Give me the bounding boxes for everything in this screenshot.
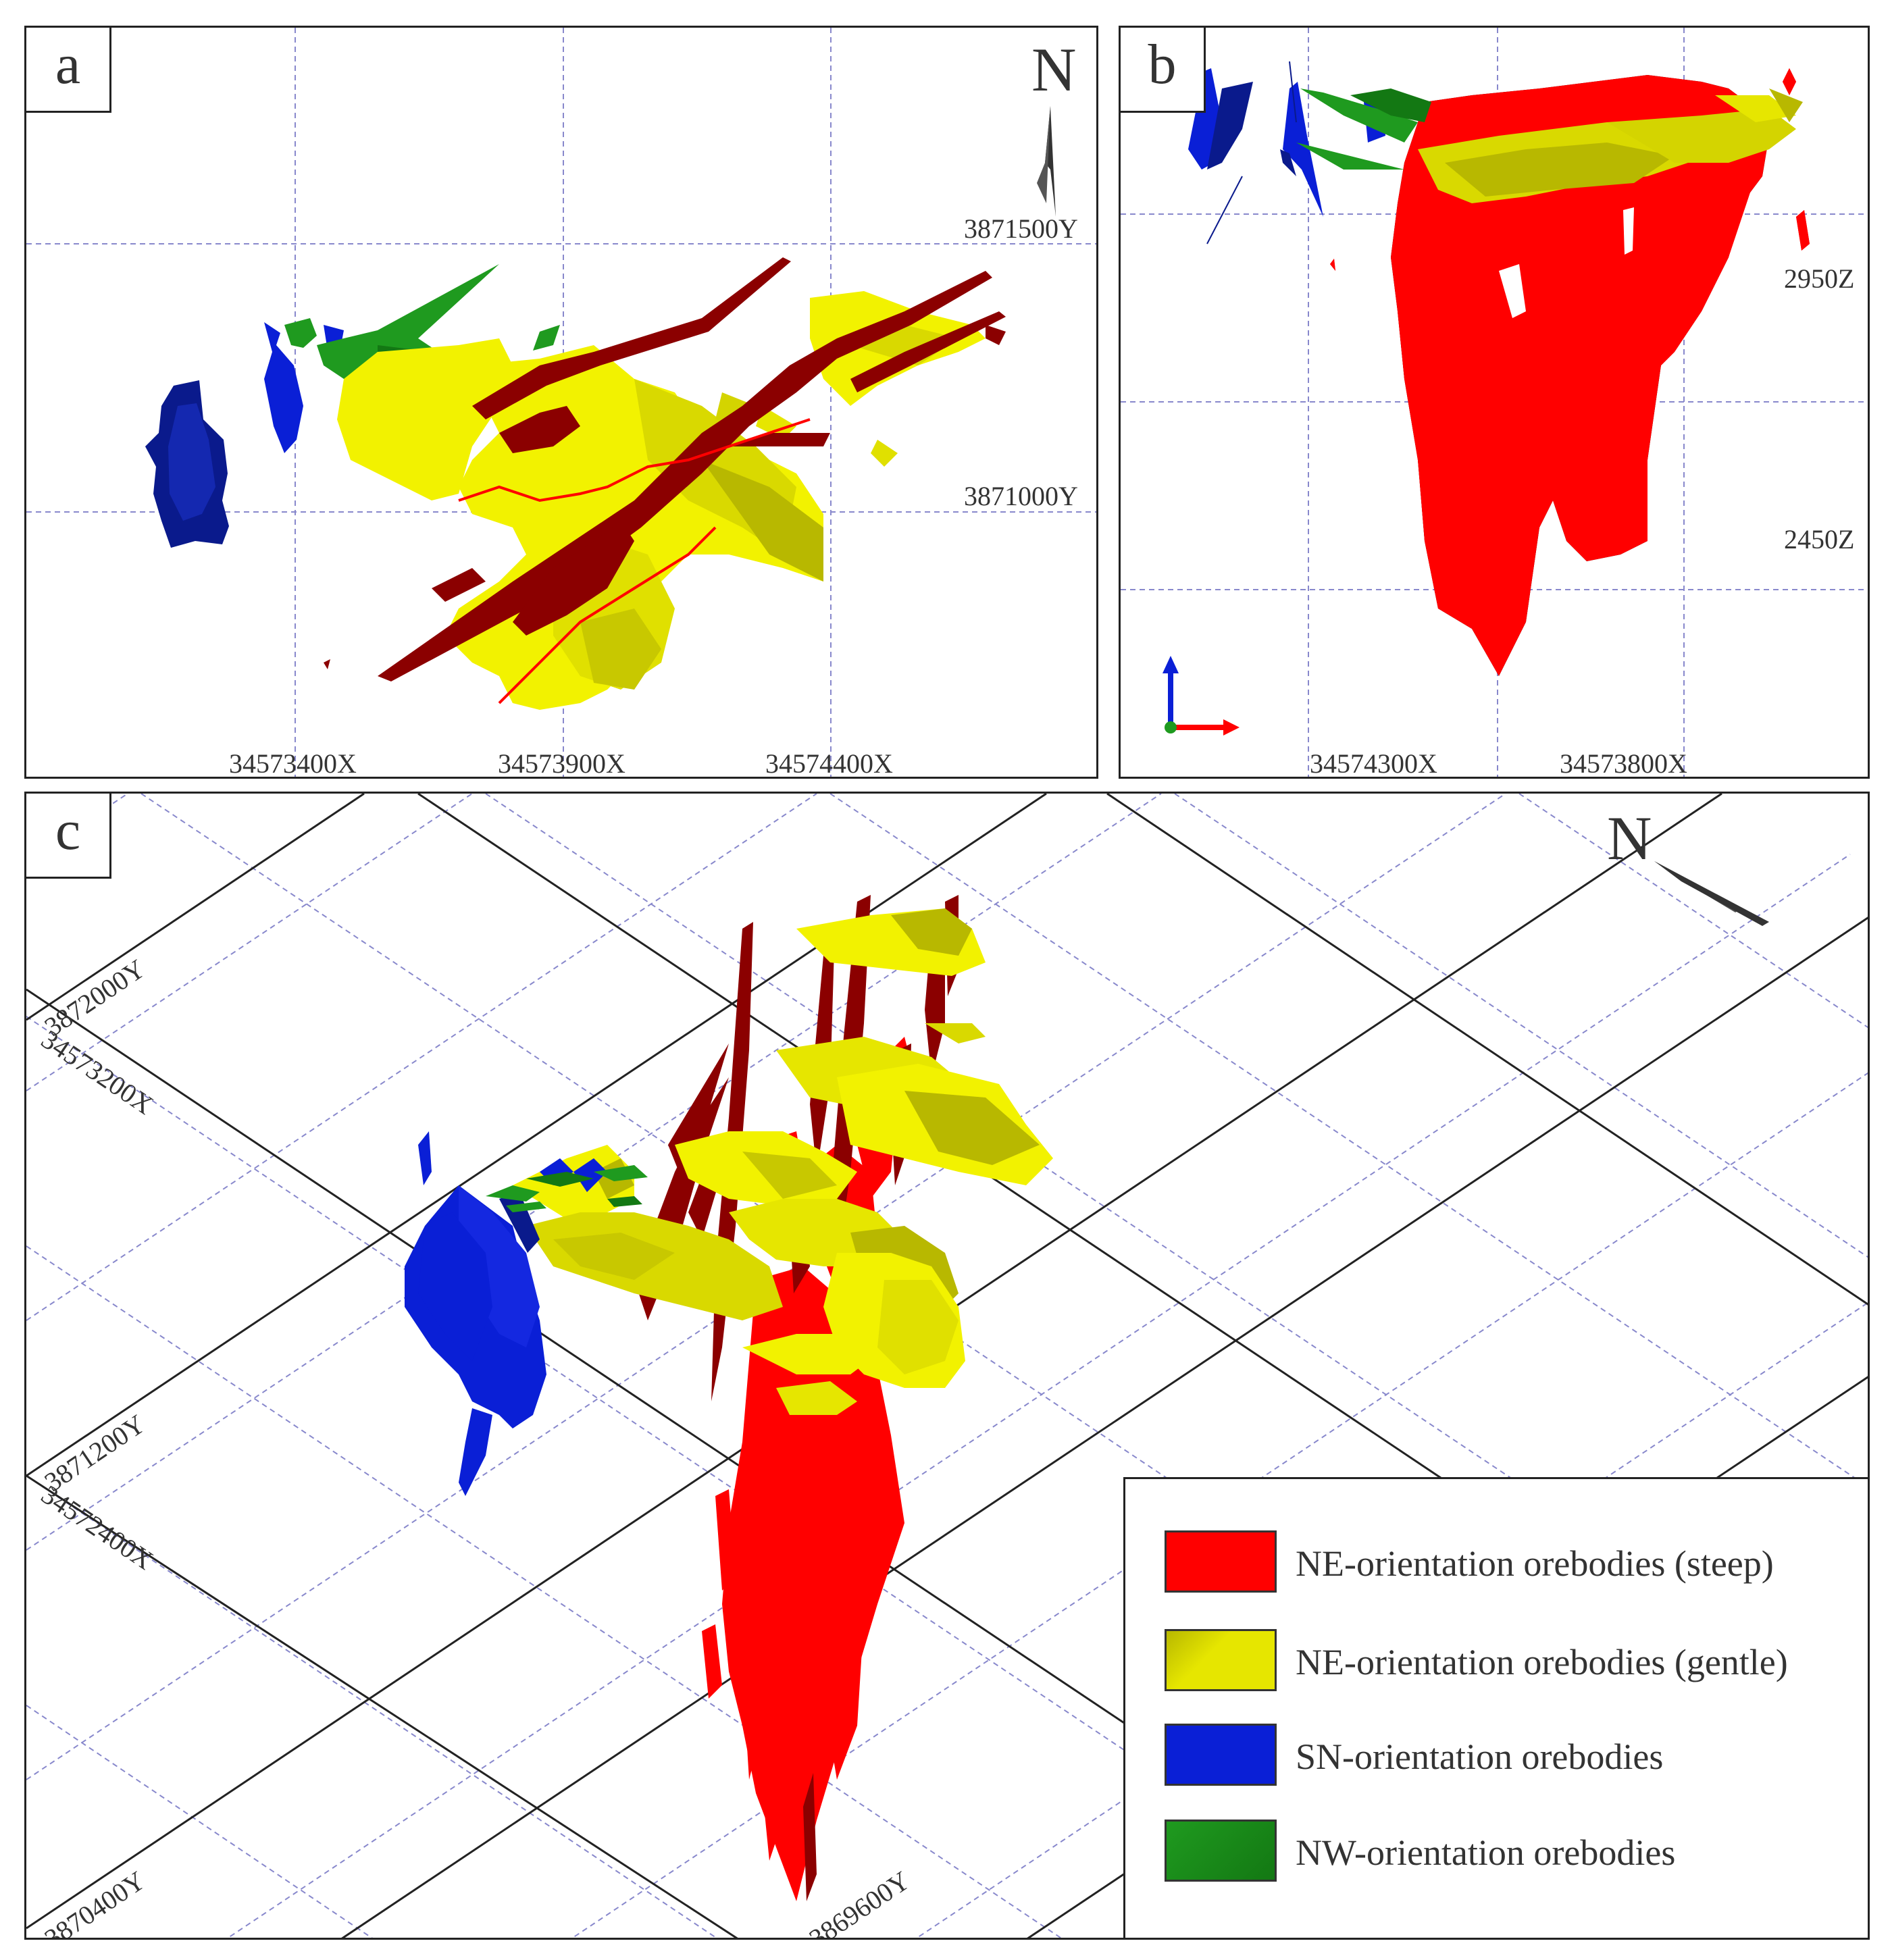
panel-c-sn-orebodies <box>405 1131 607 1496</box>
legend-item-gentle: NE-orientation orebodies (gentle) <box>1125 1629 1868 1697</box>
panel-c-gentle-orebodies <box>513 908 1053 1415</box>
panel-b-steep-orebodies-fill <box>1330 68 1810 676</box>
legend: NE-orientation orebodies (steep) NE-orie… <box>1123 1477 1868 1938</box>
legend-swatch-steep <box>1165 1530 1277 1593</box>
legend-swatch-gentle <box>1165 1629 1277 1691</box>
panel-b-figure <box>1121 28 1868 777</box>
panel-c-nw-orebodies <box>486 1165 648 1212</box>
north-label: N <box>1607 804 1652 873</box>
legend-label-sn: SN-orientation orebodies <box>1296 1736 1664 1777</box>
panel-b-sn-orebodies <box>1188 61 1385 244</box>
legend-label-nw: NW-orientation orebodies <box>1296 1832 1676 1873</box>
panel-a-steep-traces <box>458 418 811 704</box>
panel-c-figure <box>26 794 1868 1938</box>
panel-b-nw-orebodies <box>1296 88 1431 170</box>
panel-b-gentle-orebodies <box>1418 88 1803 203</box>
legend-item-nw: NW-orientation orebodies <box>1125 1820 1868 1887</box>
panel-a-sn-orebodies <box>145 322 344 548</box>
panel-a-plan-view: a N 3871500Y 3871000Y 34573400X 34573900… <box>24 26 1098 779</box>
panel-c-label: c <box>26 794 111 879</box>
x-label-34573800: 34573800X <box>1560 748 1687 779</box>
x-label-34574300: 34574300X <box>1310 748 1437 779</box>
y-label-3871000: 3871000Y <box>964 481 1078 511</box>
legend-swatch-nw <box>1165 1820 1277 1882</box>
panel-a-fault-planes <box>324 257 1006 681</box>
north-label: N <box>1031 35 1077 104</box>
legend-label-gentle: NE-orientation orebodies (gentle) <box>1296 1642 1788 1682</box>
legend-label-steep: NE-orientation orebodies (steep) <box>1296 1543 1774 1584</box>
panel-b-label: b <box>1121 28 1206 113</box>
x-label-34573400: 34573400X <box>229 748 357 779</box>
z-label-2950: 2950Z <box>1784 263 1855 294</box>
legend-item-steep: NE-orientation orebodies (steep) <box>1125 1530 1868 1598</box>
north-arrow-icon <box>1654 861 1769 926</box>
panel-a-figure <box>26 28 1096 777</box>
y-label-3871500: 3871500Y <box>964 213 1078 244</box>
panel-b-section-view: b 2950Z 2450Z 34574300X 34573800X <box>1119 26 1870 779</box>
panel-c-3d-view: c N 3872000Y 34573200X 3871200Y 34572400… <box>24 792 1870 1940</box>
north-arrow-icon <box>1037 106 1056 217</box>
x-label-34574400: 34574400X <box>765 748 893 779</box>
axis-triad-icon <box>1163 656 1240 736</box>
z-label-2450: 2450Z <box>1784 524 1855 555</box>
legend-swatch-sn <box>1165 1724 1277 1786</box>
x-label-34573900: 34573900X <box>498 748 625 779</box>
panel-a-label: a <box>26 28 111 113</box>
legend-item-sn: SN-orientation orebodies <box>1125 1724 1868 1797</box>
